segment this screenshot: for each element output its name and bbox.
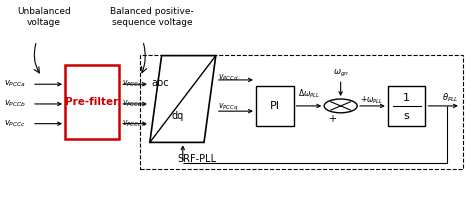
Polygon shape <box>150 56 216 142</box>
Text: SRF-PLL: SRF-PLL <box>177 154 217 164</box>
Text: $v_{PCCb}$: $v_{PCCb}$ <box>4 99 26 109</box>
Bar <box>65 64 119 139</box>
Bar <box>388 86 426 126</box>
Text: abc: abc <box>152 78 169 88</box>
Text: $v_{PCCd}$: $v_{PCCd}$ <box>218 73 239 83</box>
Text: Unbalanced
voltage: Unbalanced voltage <box>17 7 71 27</box>
Text: PI: PI <box>270 101 280 111</box>
Text: $+ \omega_{PLL}$: $+ \omega_{PLL}$ <box>359 94 383 106</box>
Text: dq: dq <box>172 111 184 121</box>
Text: +: + <box>328 114 337 124</box>
Text: $\theta_{PLL}$: $\theta_{PLL}$ <box>442 92 458 104</box>
Text: $v_{PCCb+}$: $v_{PCCb+}$ <box>121 99 147 109</box>
Circle shape <box>324 99 357 113</box>
Text: Balanced positive-
sequence voltage: Balanced positive- sequence voltage <box>110 7 194 27</box>
Bar <box>140 55 463 169</box>
Text: $v_{PCCa+}$: $v_{PCCa+}$ <box>121 79 147 89</box>
Text: Pre-filter: Pre-filter <box>65 97 118 107</box>
Text: s: s <box>404 111 410 121</box>
Text: $v_{PCCq}$: $v_{PCCq}$ <box>218 102 238 113</box>
Text: $v_{PCCc+}$: $v_{PCCc+}$ <box>121 118 146 129</box>
Text: $\omega_{gn}$: $\omega_{gn}$ <box>333 68 349 79</box>
Text: $v_{PCCc}$: $v_{PCCc}$ <box>4 118 26 129</box>
Bar <box>256 86 293 126</box>
Text: 1: 1 <box>403 93 410 103</box>
Text: $v_{PCCa}$: $v_{PCCa}$ <box>4 79 26 89</box>
Text: $\Delta\omega_{PLL}$: $\Delta\omega_{PLL}$ <box>298 88 320 100</box>
